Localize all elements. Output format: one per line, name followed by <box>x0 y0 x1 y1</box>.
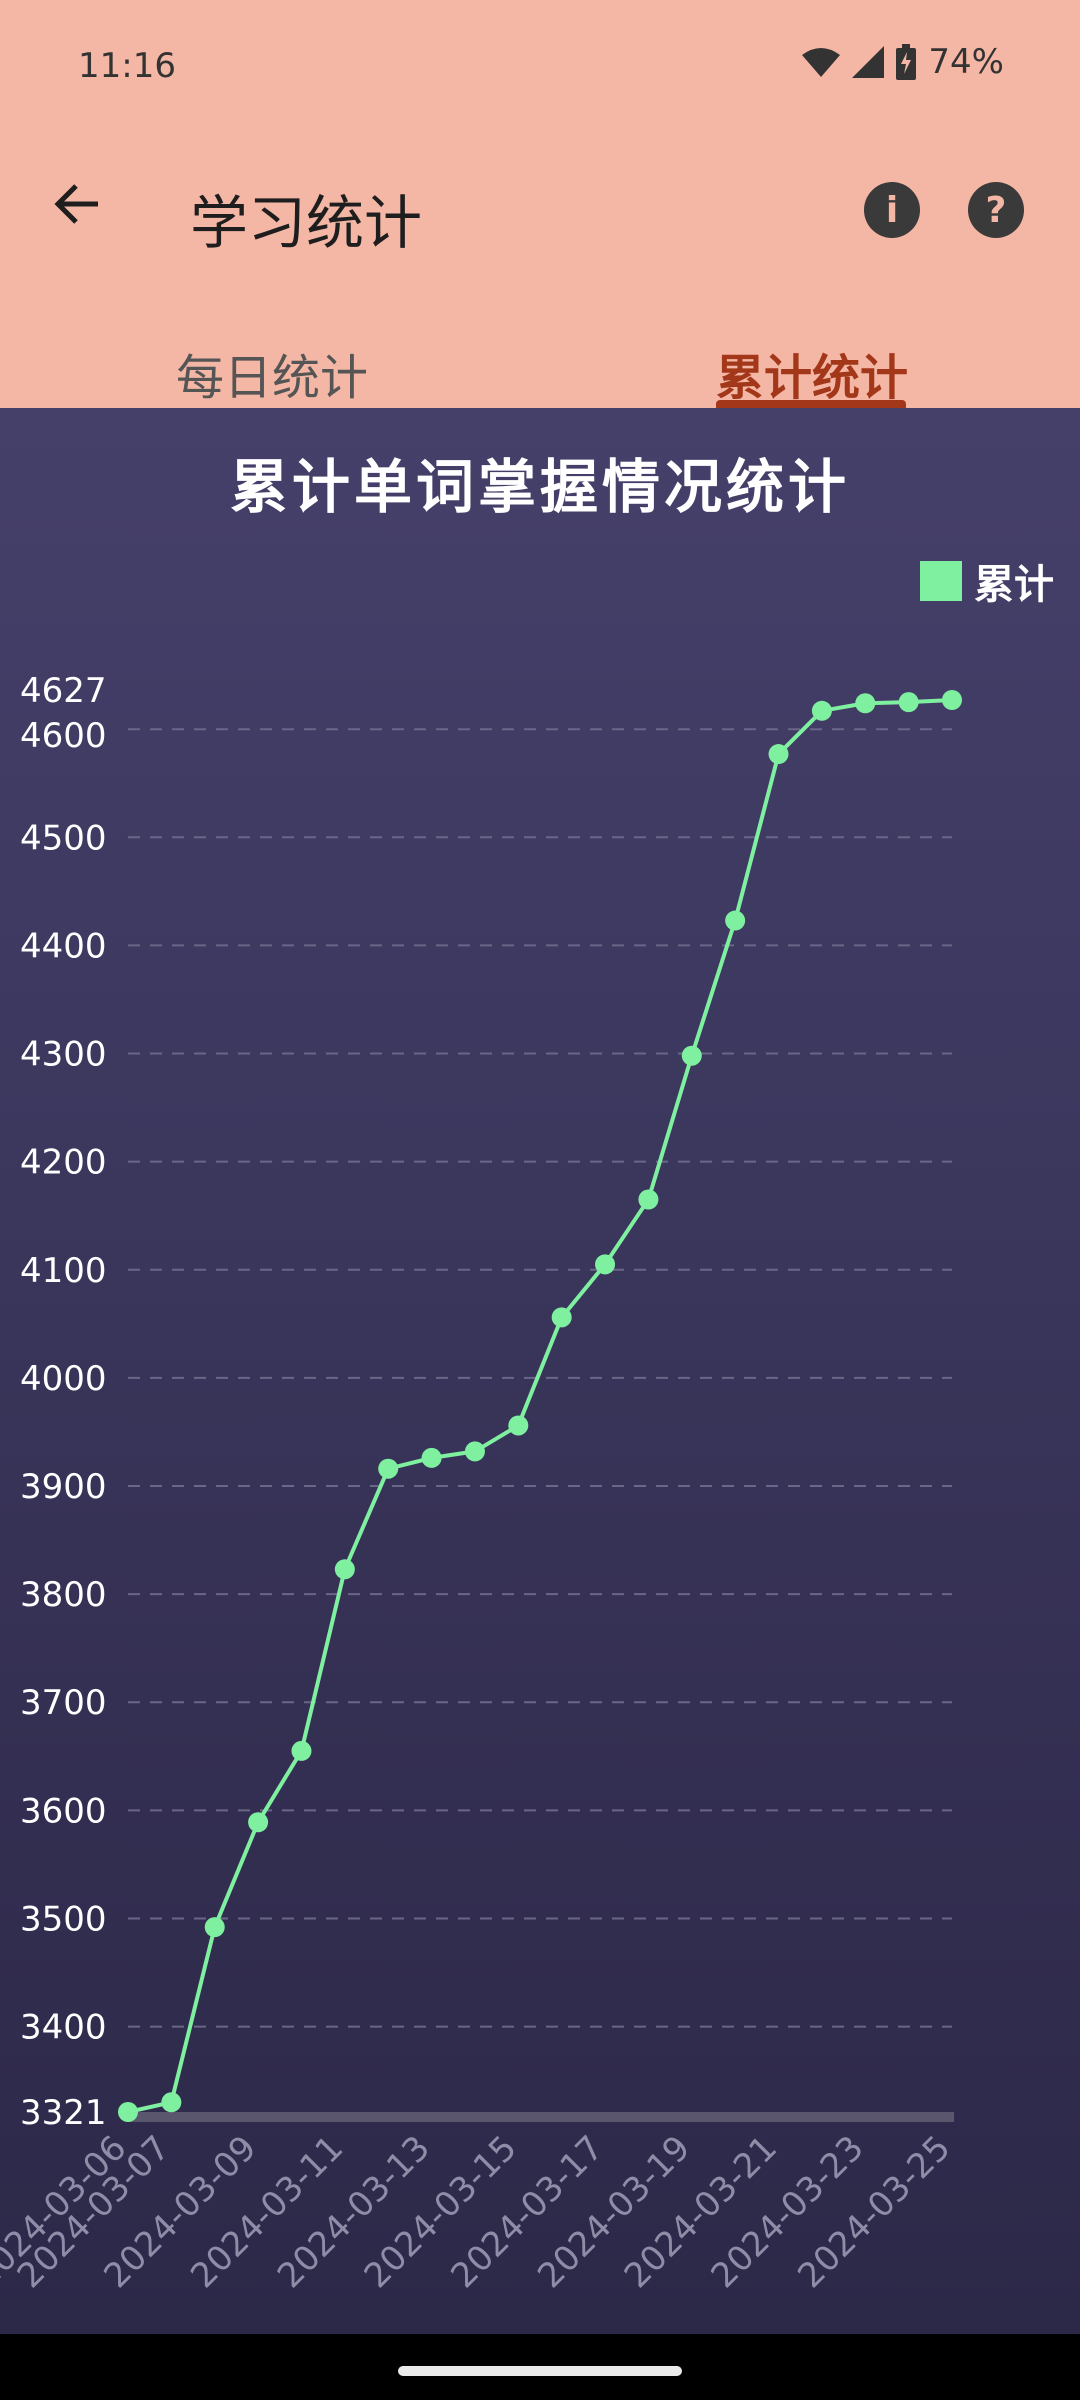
legend-label: 累计 <box>974 562 1054 608</box>
back-button[interactable] <box>44 172 108 236</box>
data-point <box>942 690 962 710</box>
chart-legend[interactable]: 累计 <box>920 552 1054 610</box>
data-point <box>464 1441 485 1462</box>
y-tick-label: 4000 <box>20 1359 107 1399</box>
signal-icon <box>852 46 885 78</box>
y-tick-label: 4600 <box>20 716 107 756</box>
chart-title: 累计单词掌握情况统计 <box>229 453 850 521</box>
data-point <box>595 1254 616 1275</box>
y-tick-label: 4500 <box>20 818 107 858</box>
x-axis-baseline <box>128 2112 954 2122</box>
info-button[interactable]: i <box>864 182 920 238</box>
y-tick-label: 3500 <box>20 1899 107 1939</box>
y-tick-label: 4200 <box>20 1143 107 1183</box>
tab-indicator <box>716 400 906 408</box>
data-point <box>161 2092 182 2113</box>
help-icon: ? <box>985 189 1007 231</box>
data-point <box>681 1045 702 1066</box>
y-tick-label: 3321 <box>20 2093 107 2133</box>
home-indicator[interactable] <box>398 2366 682 2376</box>
data-point <box>204 1917 225 1938</box>
y-tick-label: 4400 <box>20 926 107 966</box>
data-point <box>638 1189 659 1210</box>
data-point <box>334 1559 355 1580</box>
battery-percent: 74% <box>928 42 1004 82</box>
info-icon: i <box>885 189 899 231</box>
series-line <box>127 698 953 2114</box>
y-tick-label: 4300 <box>20 1035 107 1075</box>
data-point <box>291 1740 312 1761</box>
tab-cumulative[interactable]: 累计统计 <box>716 350 909 406</box>
data-point <box>551 1307 572 1328</box>
arrow-left-icon <box>54 184 98 224</box>
data-point <box>768 744 789 765</box>
y-tick-label: 4627 <box>20 671 107 711</box>
help-button[interactable]: ? <box>968 182 1024 238</box>
tab-daily[interactable]: 每日统计 <box>176 350 369 406</box>
y-tick-label: 3400 <box>20 2008 107 2048</box>
y-tick-label: 4100 <box>20 1251 107 1291</box>
data-point <box>378 1458 399 1479</box>
data-point <box>508 1415 529 1436</box>
y-tick-label: 3600 <box>20 1791 107 1831</box>
status-time: 11:16 <box>78 46 176 86</box>
status-icons: 74% <box>802 40 1004 84</box>
data-point <box>248 1812 269 1833</box>
data-point <box>811 700 832 721</box>
y-tick-label: 3800 <box>20 1575 107 1615</box>
battery-icon <box>896 44 917 80</box>
data-point <box>421 1447 442 1468</box>
y-tick-label: 3900 <box>20 1467 107 1507</box>
data-point <box>898 692 919 713</box>
y-tick-label: 3700 <box>20 1683 107 1723</box>
page-title: 学习统计 <box>190 189 423 257</box>
legend-swatch <box>920 561 962 601</box>
wifi-icon <box>802 48 841 77</box>
data-point <box>118 2102 138 2122</box>
data-point <box>725 910 746 931</box>
data-point <box>855 693 876 714</box>
